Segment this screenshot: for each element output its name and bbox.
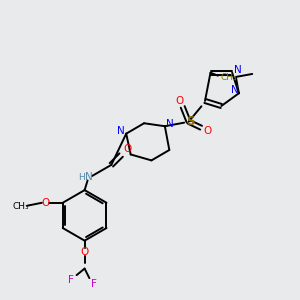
Text: O: O (203, 126, 211, 136)
Text: F: F (68, 275, 74, 286)
Text: O: O (176, 96, 184, 106)
Text: S: S (186, 115, 194, 128)
Text: O: O (41, 198, 50, 208)
Text: O: O (124, 143, 132, 154)
Text: N: N (166, 119, 174, 129)
Text: CH₃: CH₃ (13, 202, 29, 211)
Text: F: F (91, 279, 97, 289)
Text: O: O (80, 247, 89, 257)
Text: N: N (117, 126, 125, 136)
Text: CH₃: CH₃ (220, 73, 237, 82)
Text: N: N (85, 172, 93, 182)
Text: N: N (231, 85, 239, 95)
Text: N: N (234, 65, 242, 75)
Text: H: H (78, 173, 84, 182)
